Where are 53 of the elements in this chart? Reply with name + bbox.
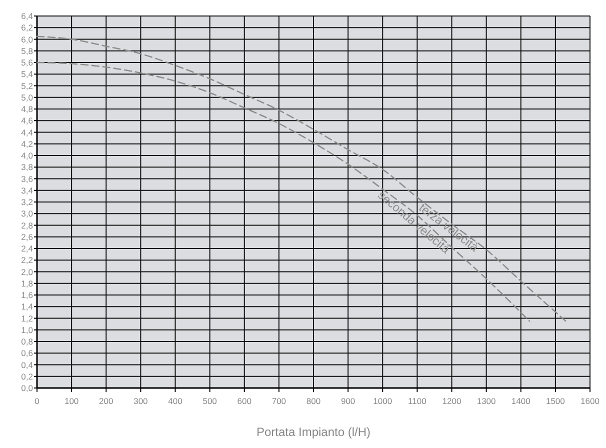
y-tick-label: 1,8 (21, 278, 34, 288)
y-tick-label: 3,6 (21, 174, 34, 184)
x-tick-label: 1000 (373, 396, 392, 406)
y-tick-label: 0,6 (21, 348, 34, 358)
y-tick-label: 4,4 (21, 127, 34, 138)
y-tick-label: 1,6 (21, 290, 34, 300)
y-tick-label: 3,0 (21, 208, 34, 219)
y-tick-label: 1,0 (21, 324, 34, 335)
x-tick-label: 800 (306, 396, 321, 406)
line-series (36, 36, 566, 322)
y-tick-label: 5,8 (21, 46, 34, 56)
x-axis-title: Portata Impianto (l/H) (256, 425, 371, 439)
y-tick-label: 5,4 (21, 69, 34, 80)
y-tick-label: 1,2 (21, 313, 34, 324)
y-tick-label: 1,4 (21, 302, 34, 312)
y-tick-label: 5,2 (21, 80, 34, 91)
y-tick-label: 4,8 (21, 104, 34, 114)
y-tick-label: 6,0 (21, 34, 34, 44)
y-tick-label: 2,6 (21, 232, 34, 242)
y-tick-label: 0,2 (21, 371, 34, 382)
x-tick-label: 1200 (442, 396, 462, 406)
y-tick-label: 4,6 (21, 116, 34, 126)
y-tick-label: 3,4 (21, 185, 34, 196)
x-tick-label: 600 (237, 396, 252, 406)
y-tick-label: 2,2 (21, 255, 34, 266)
y-tick-label: 4,0 (21, 150, 34, 160)
y-tick-label: 2,4 (21, 244, 34, 254)
x-tick-label: 200 (99, 396, 114, 406)
y-tick-label: 2,0 (21, 266, 34, 277)
x-tick-label: 1400 (511, 396, 531, 406)
x-tick-label: 300 (134, 396, 148, 406)
x-tick-label: 400 (168, 396, 183, 406)
y-tick-label: 3,2 (21, 197, 34, 207)
y-tick-label: 6,2 (21, 22, 34, 33)
y-tick-label: 0,8 (21, 336, 34, 346)
line-series (36, 62, 530, 322)
y-tick-label: 5,0 (21, 92, 34, 102)
x-tick-label: 1500 (546, 396, 566, 406)
x-tick-label: 1600 (580, 396, 600, 406)
y-tick-label: 0,4 (21, 360, 34, 370)
y-tick-label: 3,8 (21, 162, 34, 172)
y-tick-label: 5,6 (21, 58, 34, 68)
y-tick-label: 0,0 (21, 383, 34, 393)
x-tick-label: 700 (272, 396, 286, 406)
x-tick-label: 1300 (476, 396, 496, 406)
y-tick-label: 2,8 (21, 220, 34, 230)
y-tick-label: 4,2 (21, 138, 34, 149)
x-tick-label: 1100 (408, 396, 427, 406)
x-tick-label: 0 (34, 396, 40, 406)
x-tick-label: 100 (64, 396, 79, 406)
x-tick-label: 500 (202, 396, 218, 406)
y-tick-label: 6,4 (21, 11, 34, 21)
x-tick-label: 900 (340, 396, 356, 406)
